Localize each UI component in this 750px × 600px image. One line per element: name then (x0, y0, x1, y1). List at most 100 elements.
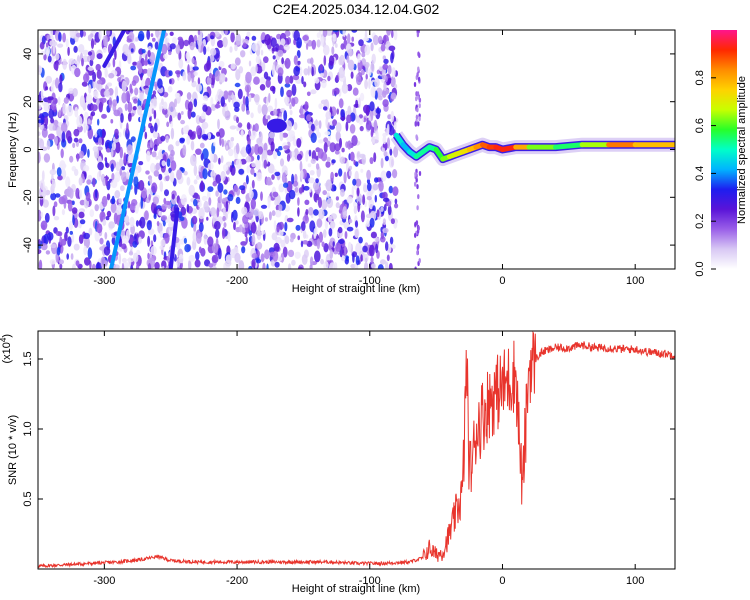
noise-speckle (358, 236, 363, 244)
noise-speckle (230, 32, 235, 43)
noise-speckle (121, 262, 125, 269)
noise-speckle (47, 232, 54, 241)
noise-speckle (79, 219, 86, 225)
noise-speckle (121, 166, 126, 171)
spectral-blob (266, 118, 287, 133)
noise-speckle (121, 257, 127, 263)
noise-speckle (414, 171, 417, 177)
noise-speckle (168, 70, 173, 77)
signal-ridge-segment (553, 142, 585, 150)
noise-speckle (322, 30, 328, 38)
noise-speckle (332, 119, 338, 126)
noise-speckle (314, 250, 321, 263)
noise-speckle (176, 241, 181, 250)
noise-speckle (393, 30, 398, 41)
noise-speckle (106, 210, 112, 218)
noise-speckle (38, 259, 43, 269)
noise-speckle (273, 108, 278, 116)
noise-speckle (281, 132, 289, 138)
noise-speckle (286, 180, 293, 193)
x-tick-label: -300 (93, 275, 115, 287)
noise-speckle (60, 148, 64, 159)
noise-speckle (39, 41, 45, 50)
noise-speckle (130, 65, 137, 71)
noise-speckle (388, 45, 396, 52)
noise-speckle (266, 96, 269, 106)
noise-speckle (383, 35, 387, 46)
noise-speckle (210, 35, 215, 40)
noise-speckle (340, 116, 346, 121)
noise-speckle (358, 97, 361, 109)
noise-speckle (169, 171, 175, 183)
noise-speckle (119, 158, 123, 167)
noise-speckle (251, 130, 257, 138)
noise-speckle (58, 82, 63, 93)
noise-speckle (316, 218, 323, 228)
noise-speckle (165, 174, 170, 182)
noise-speckle (53, 201, 58, 208)
noise-speckle (58, 259, 64, 265)
noise-speckle (317, 148, 324, 159)
noise-speckle (314, 195, 320, 201)
noise-speckle (208, 263, 214, 268)
noise-speckle (337, 226, 343, 234)
noise-speckle (332, 33, 337, 39)
noise-speckle (45, 86, 49, 91)
noise-speckle (210, 134, 216, 140)
noise-speckle (413, 82, 417, 87)
noise-speckle (227, 233, 231, 242)
noise-speckle (131, 199, 138, 207)
noise-speckle (175, 140, 180, 147)
noise-speckle (277, 67, 284, 77)
noise-speckle (160, 215, 168, 221)
noise-speckle (376, 209, 380, 218)
noise-speckle (294, 251, 301, 259)
noise-speckle (170, 127, 175, 140)
noise-speckle (371, 53, 376, 65)
noise-speckle (265, 79, 271, 88)
noise-speckle (314, 77, 320, 84)
noise-speckle (213, 141, 216, 147)
noise-speckle (362, 253, 369, 263)
noise-speckle (345, 256, 349, 262)
noise-speckle (260, 191, 263, 201)
noise-speckle (87, 55, 90, 63)
noise-speckle (305, 42, 309, 50)
noise-speckle (418, 97, 422, 103)
noise-speckle (392, 169, 398, 179)
noise-speckle (193, 198, 198, 207)
noise-speckle (150, 162, 156, 173)
noise-speckle (69, 230, 74, 235)
noise-speckle (195, 251, 200, 261)
noise-speckle (349, 124, 356, 134)
noise-speckle (326, 192, 330, 199)
noise-speckle (108, 97, 113, 109)
noise-speckle (194, 59, 197, 67)
noise-speckle (220, 170, 226, 182)
noise-speckle (60, 122, 68, 133)
noise-speckle (417, 121, 420, 127)
noise-speckle (103, 90, 110, 97)
noise-speckle (146, 30, 151, 40)
noise-speckle (217, 182, 224, 193)
noise-speckle (153, 109, 157, 120)
noise-speckle (331, 159, 336, 164)
noise-speckle (235, 33, 242, 46)
noise-speckle (150, 125, 154, 134)
noise-speckle (325, 111, 332, 120)
noise-speckle (40, 220, 48, 231)
noise-speckle (229, 165, 233, 173)
noise-speckle (50, 243, 57, 249)
noise-speckle (40, 243, 48, 251)
noise-speckle (250, 222, 257, 234)
noise-speckle (286, 136, 294, 143)
noise-speckle (64, 231, 68, 242)
noise-speckle (159, 180, 164, 192)
noise-speckle (219, 73, 226, 83)
noise-speckle (147, 50, 151, 58)
noise-speckle (251, 258, 256, 268)
noise-speckle (302, 240, 309, 245)
noise-speckle (89, 104, 92, 110)
noise-speckle (125, 49, 132, 57)
x-tick-label: -100 (359, 275, 381, 287)
